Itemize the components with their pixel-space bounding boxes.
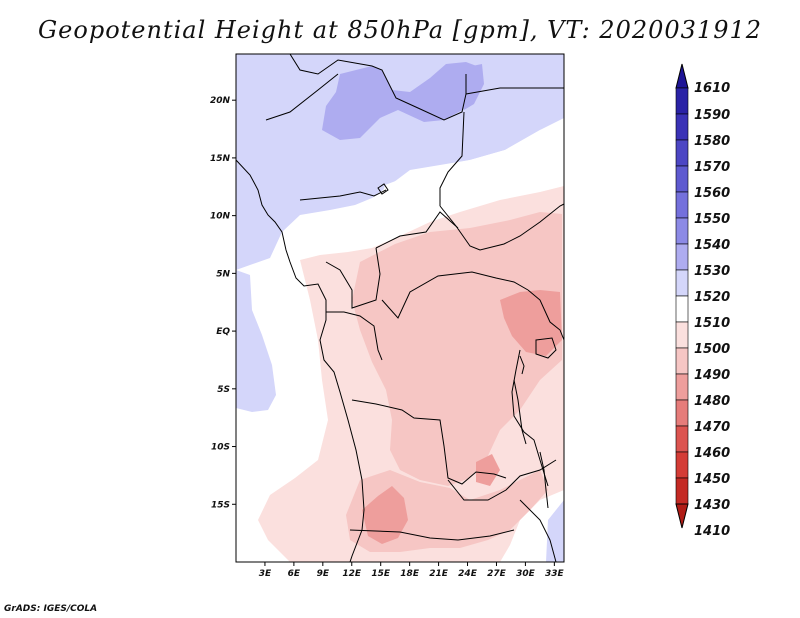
lake-tanganyika [513,379,527,445]
colorbar-bottom-arrow [675,503,689,529]
colorbar-label: 1510 [694,316,730,331]
colorbar-swatch [675,399,689,427]
border-lakes [511,349,549,487]
border-zambia [447,459,557,501]
colorbar-label: 1470 [694,420,730,435]
border-gabon-congo [326,311,383,361]
colorbar-label: 1540 [694,238,730,253]
colorbar-swatch [675,191,689,219]
border-sudan-east [465,87,564,95]
field-1480-southeast [476,454,500,486]
border-niger-nigeria [299,189,387,201]
y-tick-label: 10S [211,443,230,453]
x-tick-label: 15E [371,569,391,579]
colorbar-label: 1570 [694,160,730,175]
lake-victoria [535,337,557,359]
field-1520-north [236,54,564,270]
coastline-west-africa [235,159,365,563]
y-tick-label: EQ [216,327,230,337]
colorbar-label: 1550 [694,212,730,227]
colorbar-swatch [675,113,689,141]
colorbar-label: 1490 [694,368,730,383]
x-tick-label: 33E [545,569,565,579]
lake-kivu [519,355,525,375]
field-1480-east [500,290,562,356]
colorbar-label: 1460 [694,446,730,461]
grads-credit: GrADS: IGES/COLA [4,604,98,614]
colorbar-swatch [675,295,689,323]
x-tick-label: 24E [458,569,478,579]
colorbar-swatch [675,165,689,193]
x-tick-label: 27E [487,569,507,579]
plot-frame [235,53,565,563]
x-tick-label: 18E [400,569,420,579]
lakes [377,183,557,509]
border-sahara [289,53,467,121]
colorbar-swatch [675,269,689,297]
colorbar-swatch [675,139,689,167]
y-tick-label: 15S [211,500,230,510]
x-tick-label: 21E [429,569,449,579]
colorbar-label: 1580 [694,134,730,149]
border-chad-sudan [439,203,565,251]
border-angola-namibia [349,529,515,541]
colorbar-swatch [675,243,689,271]
x-tick-label: 12E [342,569,362,579]
x-tick-label: 30E [516,569,536,579]
field-1520-west-ocean [236,270,276,412]
y-tick-label: 10N [210,212,231,222]
field-1480-southwest [362,486,408,544]
colorbar-swatch [675,87,689,115]
field-1520-southeast [546,500,564,562]
colorbar-label: 1520 [694,290,730,305]
colorbar-swatch [675,321,689,349]
field-1530-northeast [462,64,484,110]
colorbar-top-arrow [675,63,689,89]
border-cameroon [325,247,381,309]
border-drc-angola [351,399,507,485]
colorbar-swatch [675,425,689,453]
x-tick-label: 9E [317,569,330,579]
country-borders [235,53,565,563]
border-east-africa [527,289,565,341]
border-algeria-niger [265,73,339,121]
y-axis-ticks: 20N 15N 10N 5N EQ 5S 10S 15S [210,96,236,510]
y-tick-label: 15N [210,154,231,164]
border-libya-chad [439,111,465,206]
colorbar-swatch [675,217,689,245]
lake-malawi [539,451,549,509]
colorbar-swatch [675,451,689,479]
colorbar-label: 1410 [694,524,730,539]
chart-title: Geopotential Height at 850hPa [gpm], VT:… [38,16,762,44]
colorbar-swatch [675,347,689,375]
colorbar-label: 1590 [694,108,730,123]
x-axis-ticks: 3E 6E 9E 12E 15E 18E 21E 24E 27E 30E 33E [259,562,565,579]
colorbar: 1610 1590 1580 1570 1560 1550 1540 1530 1520 1510… [675,63,730,539]
colorbar-label: 1480 [694,394,730,409]
border-mozambique [519,499,557,563]
x-tick-label: 3E [259,569,272,579]
y-tick-label: 20N [210,96,231,106]
x-tick-label: 6E [288,569,301,579]
border-car [375,211,459,249]
colorbar-swatch [675,477,689,505]
plot-area [236,54,564,562]
border-drc-north [381,271,529,319]
colorbar-label: 1560 [694,186,730,201]
y-tick-label: 5S [217,385,230,395]
colorbar-label: 1430 [694,498,730,513]
lake-chad [377,183,389,195]
colorbar-label: 1530 [694,264,730,279]
y-tick-label: 5N [216,269,230,279]
colorbar-label: 1500 [694,342,730,357]
colorbar-label: 1610 [694,81,730,96]
colorbar-label: 1450 [694,472,730,487]
colorbar-swatch [675,373,689,401]
field-1510-sahel [380,122,564,210]
